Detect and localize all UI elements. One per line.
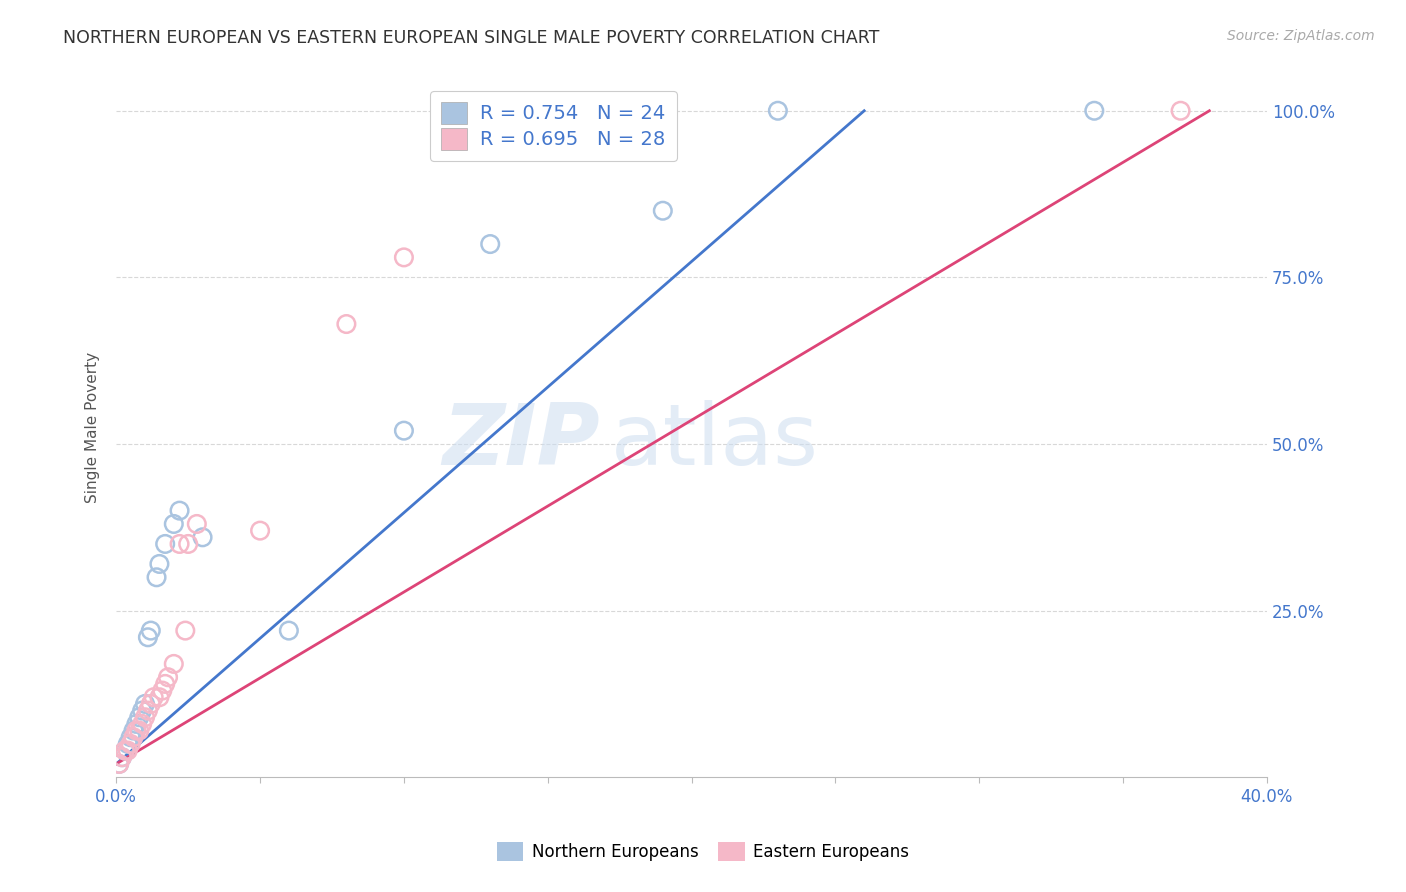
Point xyxy=(134,710,156,724)
Point xyxy=(117,743,139,757)
Point xyxy=(1083,103,1105,118)
Point xyxy=(114,743,136,757)
Legend: R = 0.754   N = 24, R = 0.695   N = 28: R = 0.754 N = 24, R = 0.695 N = 28 xyxy=(430,91,678,161)
Point xyxy=(153,677,176,691)
Point xyxy=(139,697,162,711)
Point xyxy=(150,683,173,698)
Point xyxy=(145,570,167,584)
Point xyxy=(191,530,214,544)
Text: atlas: atlas xyxy=(612,400,820,483)
Point xyxy=(392,424,415,438)
Point xyxy=(114,743,136,757)
Point xyxy=(131,717,153,731)
Point xyxy=(125,723,148,738)
Point xyxy=(117,737,139,751)
Point xyxy=(537,103,560,118)
Text: NORTHERN EUROPEAN VS EASTERN EUROPEAN SINGLE MALE POVERTY CORRELATION CHART: NORTHERN EUROPEAN VS EASTERN EUROPEAN SI… xyxy=(63,29,880,46)
Point xyxy=(157,670,180,684)
Point xyxy=(153,537,176,551)
Point xyxy=(122,723,145,738)
Point xyxy=(108,756,131,771)
Text: ZIP: ZIP xyxy=(441,400,599,483)
Point xyxy=(277,624,299,638)
Point xyxy=(142,690,165,705)
Point xyxy=(1170,103,1192,118)
Point xyxy=(651,203,673,218)
Point xyxy=(131,704,153,718)
Point xyxy=(148,690,170,705)
Point xyxy=(479,237,502,252)
Point xyxy=(148,557,170,571)
Point xyxy=(108,756,131,771)
Point xyxy=(139,624,162,638)
Point xyxy=(111,750,134,764)
Point xyxy=(163,657,186,671)
Point xyxy=(392,251,415,265)
Point xyxy=(111,750,134,764)
Y-axis label: Single Male Poverty: Single Male Poverty xyxy=(86,351,100,503)
Point xyxy=(335,317,357,331)
Point xyxy=(125,717,148,731)
Point xyxy=(169,503,191,517)
Point xyxy=(169,537,191,551)
Point xyxy=(163,516,186,531)
Point xyxy=(128,723,150,738)
Point xyxy=(120,730,142,744)
Point xyxy=(766,103,789,118)
Point xyxy=(128,710,150,724)
Point xyxy=(120,737,142,751)
Point xyxy=(177,537,200,551)
Point xyxy=(186,516,208,531)
Point xyxy=(174,624,197,638)
Point xyxy=(450,103,472,118)
Point xyxy=(136,630,159,644)
Point xyxy=(249,524,271,538)
Point xyxy=(134,697,156,711)
Legend: Northern Europeans, Eastern Europeans: Northern Europeans, Eastern Europeans xyxy=(489,835,917,868)
Text: Source: ZipAtlas.com: Source: ZipAtlas.com xyxy=(1227,29,1375,43)
Point xyxy=(136,704,159,718)
Point xyxy=(122,730,145,744)
